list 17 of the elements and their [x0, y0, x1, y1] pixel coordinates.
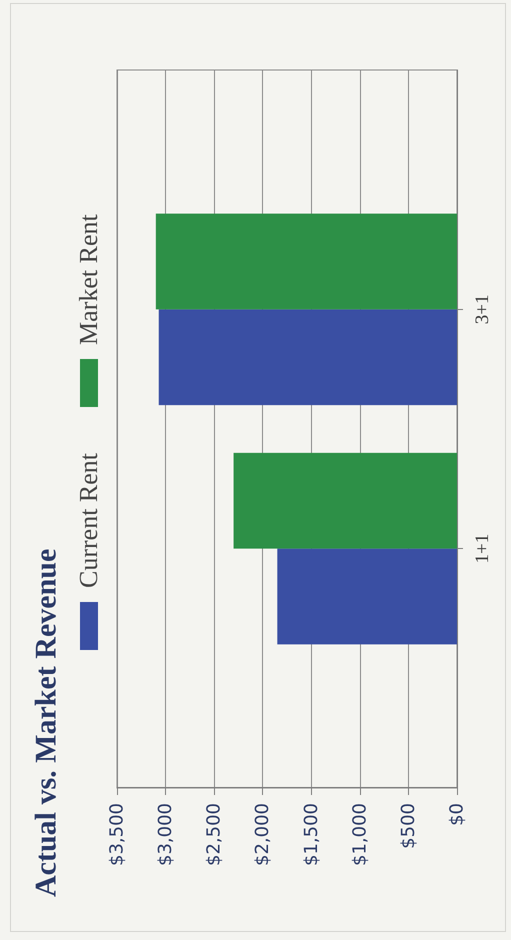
- text: Actual vs. Market Revenue: [30, 548, 62, 897]
- bar: [158, 309, 457, 406]
- x-tick-label: $3,500: [106, 803, 128, 866]
- x-tick-label: $1,500: [300, 803, 322, 866]
- bar: [234, 452, 457, 549]
- x-tick-label: $500: [398, 803, 419, 849]
- x-tick-label: $3,000: [155, 803, 176, 866]
- text: Current Rent: [74, 452, 103, 588]
- x-tick-label: $0: [446, 803, 468, 826]
- x-tick-label: $1,000: [349, 803, 370, 866]
- y-tick-label: 1+1: [472, 534, 493, 564]
- text: Market Rent: [74, 214, 103, 345]
- y-tick-label: 3+1: [472, 294, 493, 324]
- bar: [156, 214, 457, 310]
- bar: [277, 548, 457, 644]
- x-tick-label: $2,000: [252, 803, 274, 866]
- x-tick-label: $2,500: [204, 803, 225, 866]
